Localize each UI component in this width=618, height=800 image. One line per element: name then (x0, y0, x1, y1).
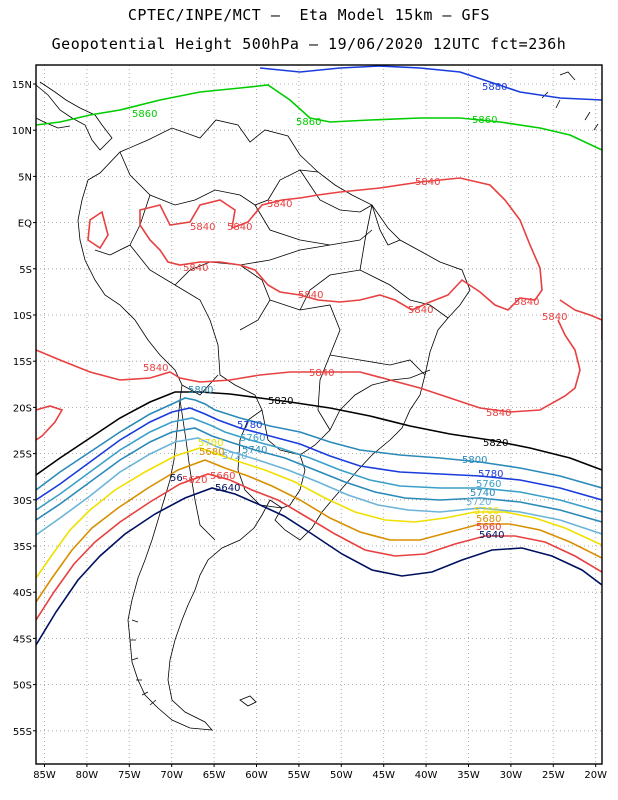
contour-5840-east (559, 299, 602, 340)
label-5860-c: 5860 (472, 115, 497, 126)
label-e5660: 5660 (476, 522, 501, 533)
contour-5880-north (259, 65, 602, 101)
lat-label-40s: 40S (13, 588, 32, 599)
label-w5780: 5780 (237, 420, 262, 431)
contour-5760 (36, 417, 602, 513)
label-5840-c: 5840 (190, 222, 215, 233)
label-5840-j: 5840 (143, 363, 168, 374)
lon-label-40w: 40W (415, 770, 438, 781)
label-5840-g: 5840 (408, 305, 433, 316)
lat-label-10n: 10N (12, 126, 32, 137)
contour-5700 (36, 447, 602, 579)
central-america-coastline (36, 81, 113, 151)
coastlines-and-borders (36, 71, 599, 731)
label-w5680: 5680 (199, 447, 224, 458)
label-5860-a: 5860 (132, 109, 157, 120)
lat-label-30s: 30S (13, 496, 32, 507)
label-5820-a: 5820 (268, 396, 293, 407)
label-5840-d: 5840 (227, 222, 252, 233)
lat-label-eq: EQ (18, 219, 32, 230)
lon-label-60w: 60W (245, 770, 268, 781)
lat-label-35s: 35S (13, 542, 32, 553)
lon-label-70w: 70W (160, 770, 183, 781)
lon-label-55w: 55W (288, 770, 311, 781)
label-w5640: 5640 (215, 483, 240, 494)
lon-label-20w: 20W (584, 770, 607, 781)
label-5840-i: 5840 (542, 312, 567, 323)
lon-label-75w: 75W (118, 770, 141, 781)
contour-5660 (36, 473, 602, 621)
lon-label-25w: 25W (542, 770, 565, 781)
label-w5760: 5760 (240, 433, 265, 444)
lat-label-5s: 5S (19, 265, 32, 276)
contour-5720 (36, 437, 602, 536)
lat-label-55s: 55S (13, 727, 32, 738)
label-5840-a: 5840 (415, 177, 440, 188)
label-w5620: 5620 (182, 475, 207, 486)
label-w5720: 5720 (222, 451, 247, 462)
contour-5860 (36, 84, 602, 151)
label-5860-b: 5860 (296, 117, 321, 128)
country-borders (94, 151, 449, 541)
label-5820-b: 5820 (483, 438, 508, 449)
lon-label-35w: 35W (457, 770, 480, 781)
lat-label-15s: 15S (13, 357, 32, 368)
label-5840-h: 5840 (514, 297, 539, 308)
contour-5780 (36, 407, 602, 501)
label-e5760: 5760 (476, 479, 501, 490)
label-e5640: 5640 (479, 530, 504, 541)
contour-5740 (36, 427, 602, 523)
contour-5840-mid (36, 319, 581, 413)
falklands-islands (239, 695, 257, 707)
label-w5660: 5660 (210, 471, 235, 482)
latitude-labels: 15N 10N 5N EQ 5S 10S 15S 20S 25S 30S 35S 40S 45S 50S 5… (12, 80, 36, 738)
label-e5740: 5740 (470, 488, 495, 499)
label-e5680: 5680 (476, 514, 501, 525)
lon-label-85w: 85W (33, 770, 56, 781)
map-frame (35, 64, 603, 765)
height-contours (36, 65, 602, 646)
graticule (36, 65, 602, 764)
lon-label-30w: 30W (500, 770, 523, 781)
contour-5800 (36, 397, 602, 491)
contour-5840-north (87, 177, 543, 311)
label-w5800: 5800 (188, 385, 213, 396)
label-w5700: 5700 (198, 438, 223, 449)
contour-5840-west (36, 405, 64, 441)
label-5840-b: 5840 (267, 199, 292, 210)
label-w56: 56 (170, 473, 183, 484)
chart-title-line1: CPTEC/INPE/MCT – Eta Model 15km – GFS (127, 6, 491, 24)
lon-label-80w: 80W (76, 770, 99, 781)
label-5840-e: 5840 (183, 263, 208, 274)
lat-label-50s: 50S (13, 681, 32, 692)
contour-labels: 5880 5860 5860 5860 5840 5840 5840 5840 … (132, 82, 567, 541)
label-5840-k: 5840 (309, 368, 334, 379)
contour-5640 (36, 487, 602, 646)
lon-label-45w: 45W (372, 770, 395, 781)
label-w5740: 5740 (242, 445, 267, 456)
label-e5800: 5800 (462, 455, 487, 466)
longitude-labels: 85W 80W 75W 70W 65W 60W 55W 50W 45W 40W 35W 30W 25W 2… (33, 764, 607, 781)
lon-label-65w: 65W (203, 770, 226, 781)
chart-title-line2: Geopotential Height 500hPa – 19/06/2020 … (51, 35, 567, 53)
lat-label-5n: 5N (18, 172, 32, 183)
label-e5720: 5720 (466, 497, 491, 508)
lat-label-15n: 15N (12, 80, 32, 91)
contour-5680 (36, 459, 602, 603)
label-5880: 5880 (482, 82, 507, 93)
lat-label-10s: 10S (13, 311, 32, 322)
label-5840-l: 5840 (486, 408, 511, 419)
label-5840-f: 5840 (298, 290, 323, 301)
contour-5820 (36, 391, 602, 476)
lat-label-45s: 45S (13, 634, 32, 645)
lat-label-25s: 25S (13, 450, 32, 461)
south-america-coastline (77, 119, 471, 731)
caribbean-islands (541, 71, 599, 131)
label-e5700: 5700 (474, 506, 499, 517)
lon-label-50w: 50W (330, 770, 353, 781)
lat-label-20s: 20S (13, 403, 32, 414)
label-e5780: 5780 (478, 469, 503, 480)
